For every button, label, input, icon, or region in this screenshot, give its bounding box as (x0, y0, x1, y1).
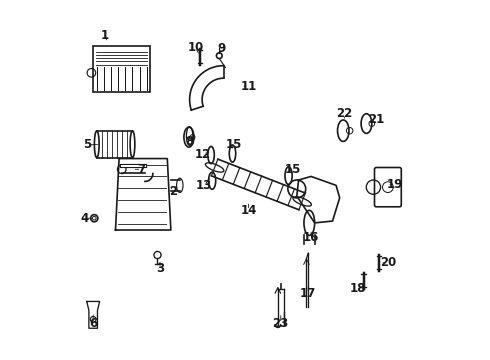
Text: 3: 3 (156, 262, 164, 275)
Text: 10: 10 (188, 41, 204, 54)
Text: 20: 20 (380, 256, 396, 269)
Text: 23: 23 (272, 317, 289, 330)
Text: 15: 15 (285, 163, 301, 176)
Text: 8: 8 (186, 135, 194, 148)
Text: 7: 7 (137, 163, 146, 176)
Text: 9: 9 (217, 42, 225, 55)
Text: 14: 14 (241, 204, 257, 217)
Text: 15: 15 (226, 138, 243, 151)
Text: 5: 5 (83, 139, 91, 152)
Text: 18: 18 (349, 283, 366, 296)
Text: 17: 17 (300, 287, 317, 300)
Bar (93, 46, 150, 93)
Text: 2: 2 (169, 185, 177, 198)
Text: 21: 21 (368, 113, 385, 126)
Text: 22: 22 (336, 107, 352, 120)
Text: 12: 12 (195, 148, 211, 161)
Text: 13: 13 (196, 179, 212, 192)
Text: 6: 6 (89, 317, 98, 330)
Text: 11: 11 (241, 80, 257, 93)
Text: 16: 16 (303, 231, 319, 244)
Text: 1: 1 (101, 29, 109, 42)
Text: 19: 19 (387, 178, 403, 191)
Text: 4: 4 (81, 212, 89, 225)
